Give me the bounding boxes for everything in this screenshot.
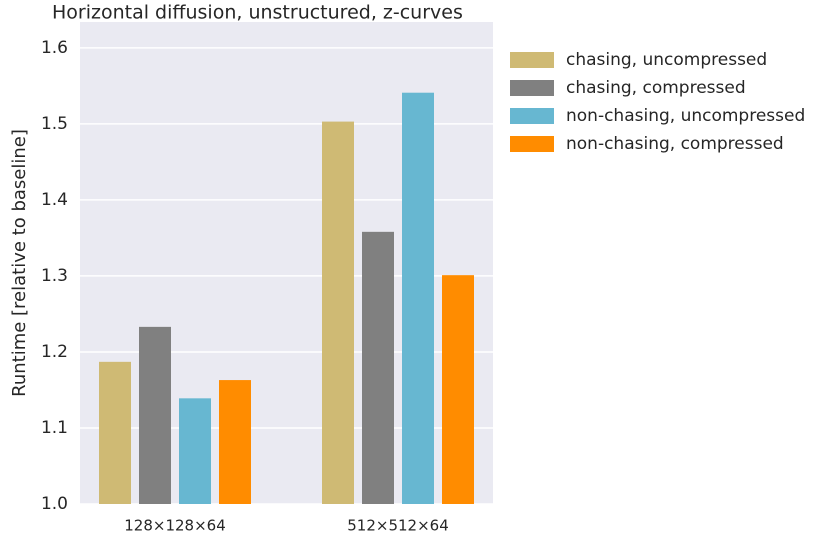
bar — [179, 398, 211, 504]
y-tick-label: 1.2 — [41, 342, 68, 362]
chart-title: Horizontal diffusion, unstructured, z-cu… — [52, 2, 463, 24]
legend-swatch — [510, 52, 554, 68]
legend-swatch — [510, 80, 554, 96]
y-tick-label: 1.6 — [41, 38, 68, 58]
y-tick-label: 1.1 — [41, 418, 68, 438]
y-tick-label: 1.3 — [41, 266, 68, 286]
bar — [402, 92, 434, 505]
legend-label: chasing, compressed — [566, 78, 746, 98]
y-tick-label: 1.4 — [41, 190, 68, 210]
legend-swatch — [510, 108, 554, 124]
legend-label: chasing, uncompressed — [566, 50, 767, 70]
bar — [322, 121, 354, 504]
x-tick-label: 512×512×64 — [347, 517, 448, 535]
bar — [219, 380, 251, 504]
y-axis-label: Runtime [relative to baseline] — [9, 129, 30, 397]
legend-label: non-chasing, uncompressed — [566, 106, 805, 126]
bar — [442, 275, 474, 504]
x-tick-label: 128×128×64 — [124, 517, 225, 535]
legend-swatch — [510, 136, 554, 152]
bar — [362, 231, 394, 504]
y-tick-label: 1.5 — [41, 114, 68, 134]
legend-label: non-chasing, compressed — [566, 134, 784, 154]
y-tick-label: 1.0 — [41, 494, 68, 514]
bar — [99, 361, 131, 504]
bar — [139, 326, 171, 504]
